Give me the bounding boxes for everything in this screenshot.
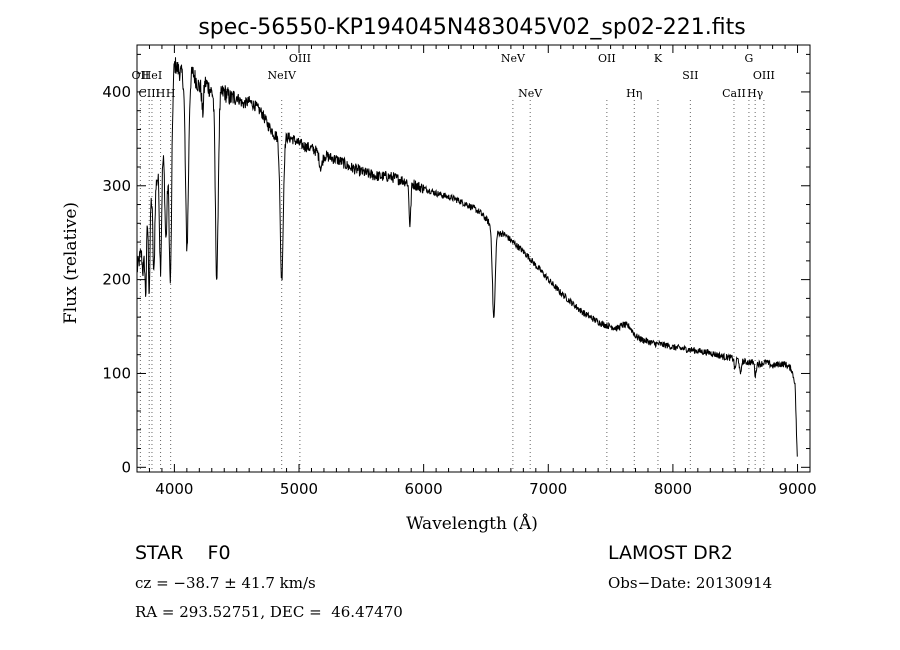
- line-marker-label: SII: [682, 69, 698, 82]
- line-marker: CIII: [138, 87, 160, 472]
- survey-name: LAMOST DR2: [608, 542, 733, 564]
- line-marker-label: H: [166, 87, 176, 100]
- x-tick-label: 8000: [654, 480, 692, 498]
- line-marker-label: H: [156, 87, 166, 100]
- spectrum-line: [136, 57, 798, 457]
- obs-date: Obs−Date: 20130914: [608, 574, 773, 592]
- redshift-info: cz = −38.7 ± 41.7 km/s: [135, 574, 316, 592]
- line-marker-label: NeV: [518, 87, 543, 100]
- line-marker: NeV: [518, 87, 543, 472]
- y-tick-label: 0: [121, 458, 131, 476]
- line-marker: SII: [682, 69, 698, 472]
- line-marker-label: OIII: [753, 69, 775, 82]
- line-marker-label: Hη: [626, 87, 642, 100]
- line-marker: G: [745, 52, 754, 472]
- plot-frame: [136, 44, 811, 473]
- line-marker: OIII: [289, 52, 311, 472]
- line-marker: NeIV: [267, 69, 297, 472]
- line-marker: H: [156, 87, 166, 472]
- line-marker: OII: [132, 69, 150, 472]
- x-tick-label: 7000: [529, 480, 567, 498]
- line-marker: CaII: [722, 87, 746, 472]
- line-marker-label: NeIV: [267, 69, 296, 82]
- line-marker-label: OIII: [289, 52, 311, 65]
- line-marker-label: CIII: [138, 87, 159, 100]
- line-marker-label: NeV: [501, 52, 526, 65]
- line-marker: H: [166, 87, 176, 472]
- axis-ticks: 4000 5000 6000 7000 8000 9000 0 100 200 300 400: [102, 45, 817, 498]
- y-axis-label: Flux (relative): [61, 202, 81, 324]
- line-marker: NeV: [501, 52, 526, 472]
- line-marker: HeI: [142, 69, 162, 472]
- line-marker-label: HeI: [142, 69, 162, 82]
- y-tick-label: 400: [102, 83, 131, 101]
- x-tick-label: 6000: [405, 480, 443, 498]
- line-marker: OIII: [753, 69, 775, 472]
- line-marker: OII: [598, 52, 616, 472]
- line-marker-label: K: [654, 52, 663, 65]
- line-marker-label: OII: [598, 52, 616, 65]
- line-marker: K: [654, 52, 663, 472]
- x-axis-label: Wavelength (Å): [406, 513, 538, 534]
- line-marker-label: Hγ: [747, 87, 764, 100]
- line-marker: Hη: [626, 87, 642, 472]
- y-tick-label: 100: [102, 364, 131, 382]
- chart-title: spec-56550-KP194045N483045V02_sp02-221.f…: [198, 15, 745, 40]
- line-markers: OII CIII HeI H H NeIV OIII NeV NeV OII Hη K SII CaII G…: [132, 52, 775, 472]
- coordinates: RA = 293.52751, DEC = 46.47470: [135, 603, 403, 621]
- line-marker-label: G: [745, 52, 754, 65]
- object-class: STAR F0: [135, 542, 231, 564]
- line-marker: Hγ: [747, 87, 764, 472]
- line-marker-label: CaII: [722, 87, 746, 100]
- x-tick-label: 9000: [778, 480, 816, 498]
- line-marker-label: OII: [132, 69, 150, 82]
- y-tick-label: 200: [102, 271, 131, 289]
- y-tick-label: 300: [102, 177, 131, 195]
- x-tick-label: 4000: [155, 480, 193, 498]
- x-tick-label: 5000: [280, 480, 318, 498]
